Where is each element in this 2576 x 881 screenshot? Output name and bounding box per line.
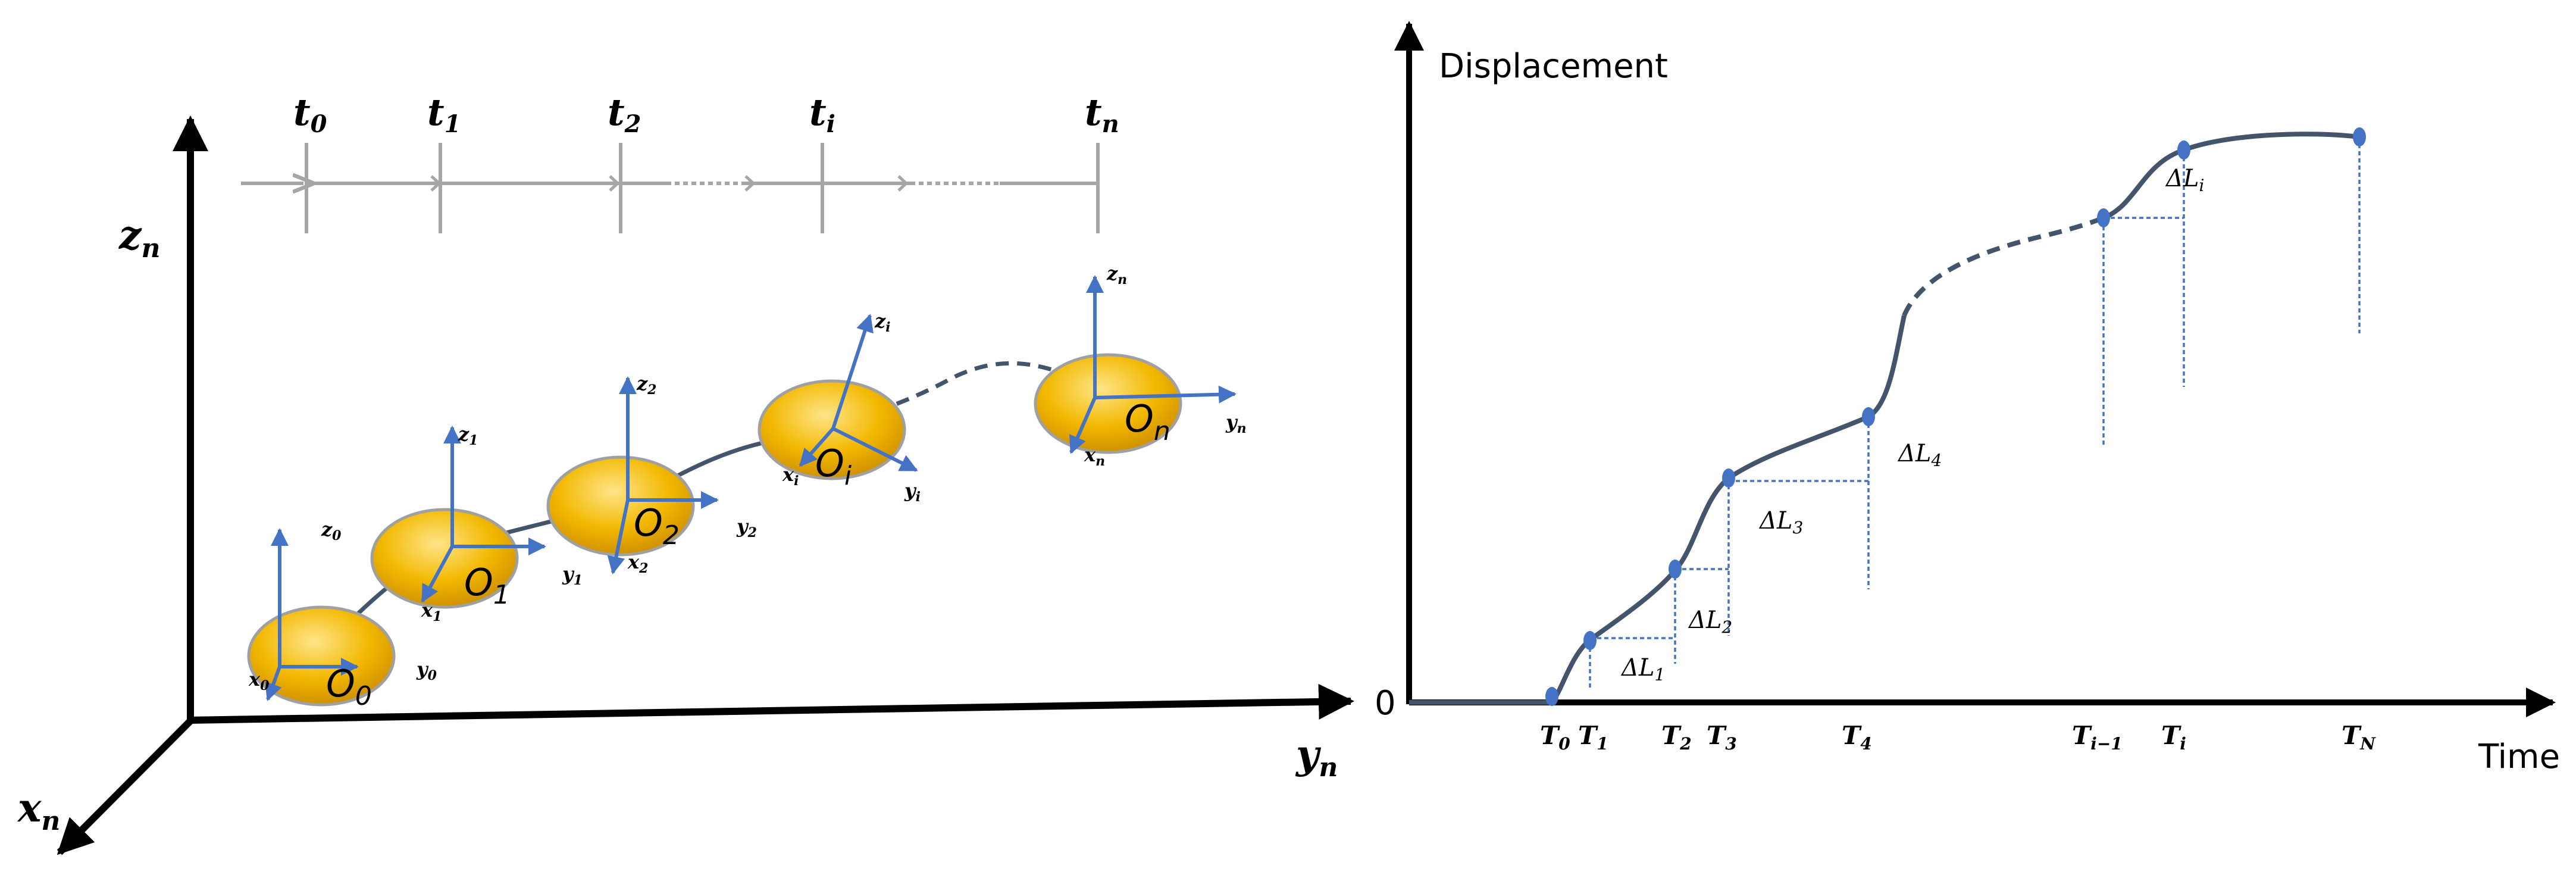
- timeline-label: t0: [293, 90, 327, 138]
- delta-displacement-label: ΔL2: [1688, 607, 1732, 637]
- frame-z-label: zi: [874, 310, 891, 335]
- world-z-label: zn: [118, 212, 160, 264]
- displacement-curve-solid-1: [1409, 315, 1907, 705]
- time-tick-label: T3: [1707, 721, 1737, 754]
- timeline: t0 t1 t2 ti tn: [241, 90, 1119, 233]
- curve-sample-point: [1722, 468, 1735, 488]
- frame-origin-label: On: [1125, 397, 1170, 446]
- delta-displacement-label: ΔL1: [1620, 654, 1665, 685]
- frame-x-axis: [421, 545, 454, 603]
- rigid-body-ellipsoid: [1034, 353, 1182, 454]
- frame-y-label: y1: [562, 563, 583, 588]
- frame-origin-label: Oi: [815, 442, 852, 491]
- timeline-label: t2: [608, 90, 641, 138]
- world-x-label: xn: [17, 785, 60, 836]
- time-tick-label: Ti: [2161, 721, 2186, 754]
- frame-y-label: yi: [904, 479, 921, 505]
- time-tick-label: T0: [1540, 721, 1570, 754]
- frame-origin-label: O0: [326, 662, 372, 711]
- frame-y-label: yn: [1225, 411, 1247, 436]
- frame-origin-label: O1: [464, 561, 510, 610]
- frame-x-axis: [799, 427, 835, 467]
- right-chart-panel: Displacement Time 0 T0 T1 T2 T3 T4 Ti−1 Ti TN Δ…: [1375, 21, 2560, 776]
- time-tick-label: T4: [1842, 721, 1872, 754]
- frame-z-label: z2: [636, 372, 656, 398]
- frame-x-label: x1: [421, 599, 442, 624]
- rigid-body-ellipsoid: [546, 455, 695, 557]
- displacement-curve-solid-2: [2102, 132, 2360, 220]
- curve-sample-point: [1669, 560, 1682, 579]
- x-axis-title: Time: [2478, 738, 2560, 776]
- world-y-label: yn: [1295, 731, 1338, 783]
- frame-x-axis: [607, 499, 630, 574]
- frame-x-axis: [1069, 396, 1097, 454]
- frame-x-label: xn: [1084, 443, 1105, 469]
- curve-sample-point: [1545, 687, 1558, 706]
- frame-x-label: x0: [248, 668, 270, 693]
- curve-sample-point: [1583, 631, 1597, 650]
- frame-y-label: y2: [736, 515, 757, 541]
- body-frame: z1 y1 x1 O1: [370, 423, 583, 624]
- displacement-curve-dashed: [1902, 215, 2105, 317]
- body-frame: z0 y0 x0 O0: [247, 518, 437, 711]
- frame-y-axis: [832, 427, 918, 472]
- frame-x-axis: [265, 666, 282, 701]
- world-x-axis: [57, 714, 197, 855]
- time-tick-label: T1: [1578, 721, 1608, 754]
- curve-sample-point: [2177, 140, 2190, 160]
- frame-x-label: x2: [627, 551, 648, 576]
- time-tick-label: Ti−1: [2072, 721, 2123, 754]
- timeline-label: t1: [427, 90, 461, 138]
- frame-z-axis: [831, 314, 874, 429]
- curve-sample-point: [2353, 127, 2366, 146]
- curve-sample-point: [1862, 407, 1875, 426]
- body-frame: zi yi xi Oi: [758, 310, 921, 505]
- frame-z-label: z1: [458, 423, 478, 448]
- y-axis-title: Displacement: [1439, 47, 1668, 86]
- delta-displacement-label: ΔL3: [1758, 507, 1803, 538]
- body-frame: zn yn xn On: [1034, 262, 1247, 469]
- frame-z-label: zn: [1106, 262, 1127, 288]
- timeline-label: ti: [809, 90, 835, 138]
- world-y-axis: [186, 683, 1354, 724]
- left-3d-panel: zn yn xn t0 t1 t2 ti tn z0 y0 x0 O0 z1 y1 x1 O1 z2 y2…: [17, 90, 1354, 855]
- delta-displacement-label: ΔLi: [2165, 165, 2204, 195]
- frame-z-label: z0: [321, 518, 342, 543]
- delta-displacement-label: ΔL4: [1897, 440, 1942, 470]
- timeline-label: tn: [1085, 90, 1119, 138]
- frame-y-label: y0: [416, 658, 437, 683]
- rigid-body-ellipsoid: [247, 605, 396, 707]
- origin-label: 0: [1375, 684, 1396, 723]
- time-tick-label: TN: [2342, 721, 2376, 754]
- time-tick-label: T2: [1661, 721, 1692, 754]
- curve-sample-point: [2097, 208, 2110, 227]
- frame-y-axis: [1094, 385, 1237, 404]
- frame-x-label: xi: [782, 463, 799, 489]
- guide-lines: [1589, 137, 2361, 691]
- frame-origin-label: O2: [634, 501, 680, 551]
